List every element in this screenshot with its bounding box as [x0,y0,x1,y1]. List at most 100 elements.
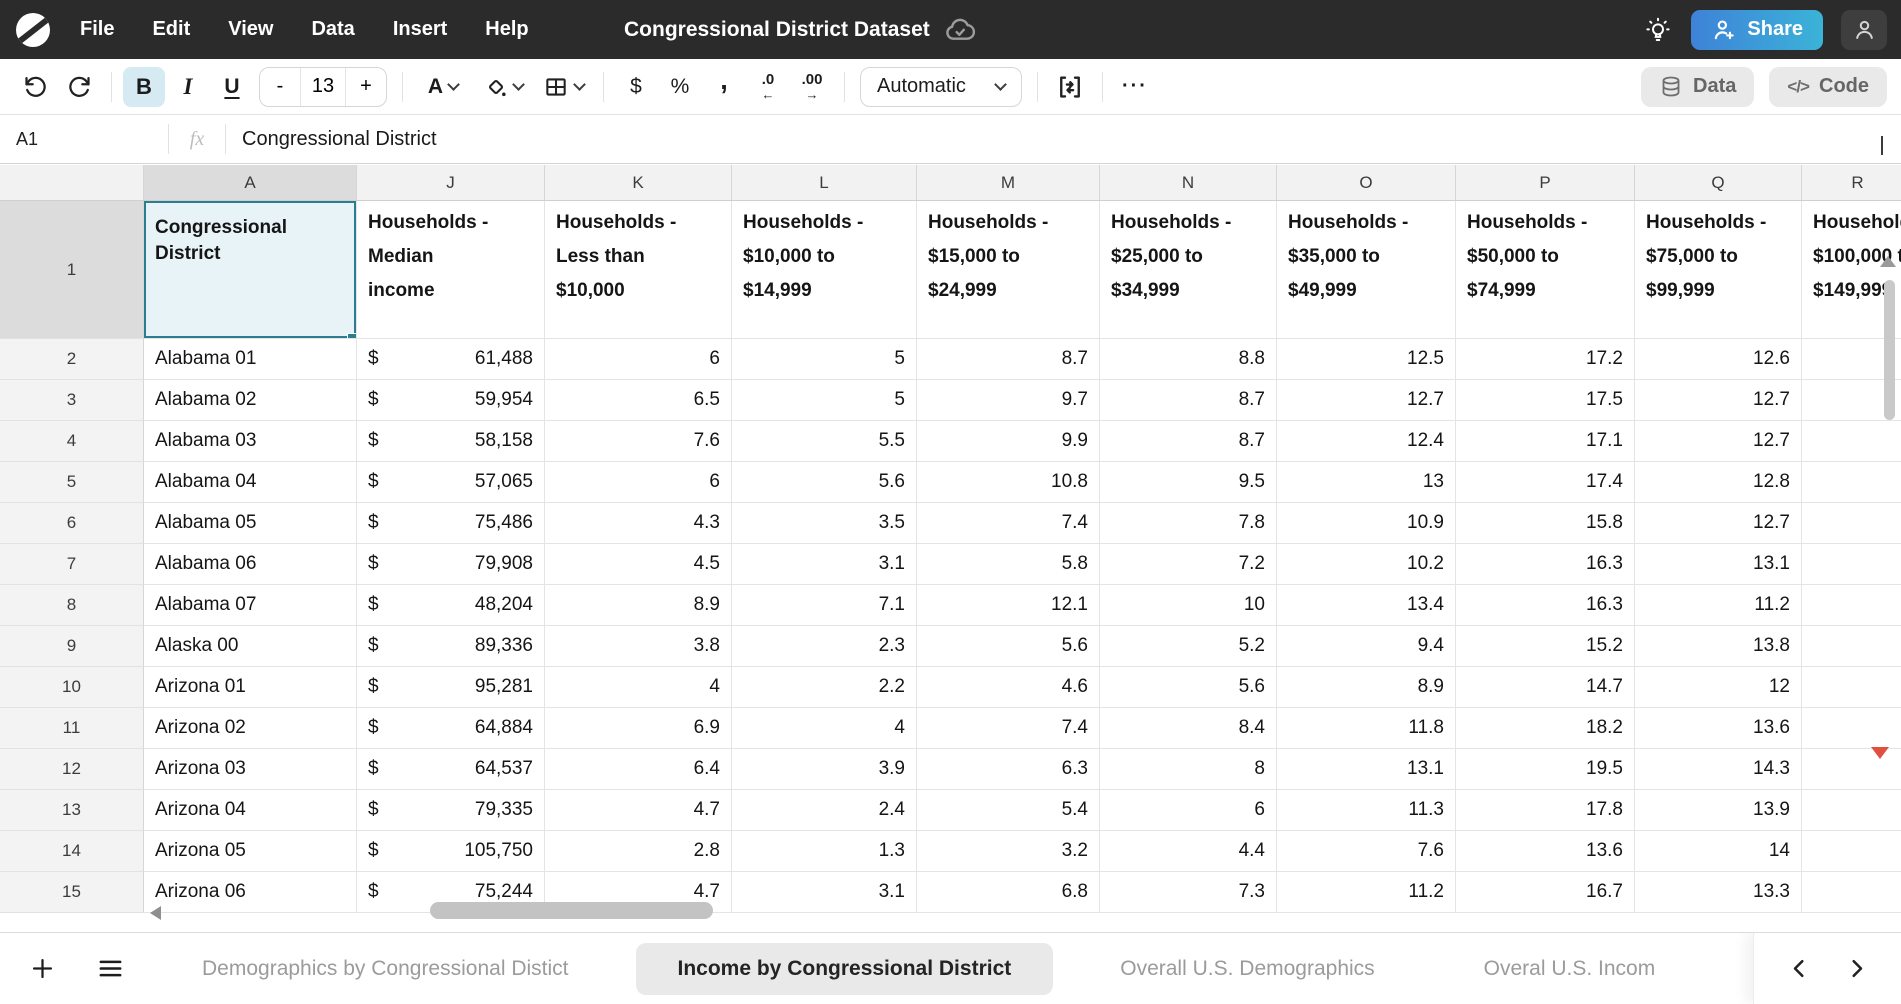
cell-value[interactable]: 17.1 [1456,421,1635,462]
cell-median-income[interactable]: $59,954 [357,380,545,421]
tips-lightbulb-icon[interactable] [1643,15,1673,45]
menu-file[interactable]: File [80,18,115,40]
undo-button[interactable] [14,67,56,107]
cell-value[interactable]: 13.6 [1456,831,1635,872]
cell-district[interactable]: Alabama 05 [144,503,357,544]
row-number-1[interactable]: 1 [0,201,144,339]
cell-district[interactable]: Arizona 02 [144,708,357,749]
cell-value[interactable]: 13 [1277,462,1456,503]
cell-district[interactable]: Arizona 05 [144,831,357,872]
cell-median-income[interactable]: $95,281 [357,667,545,708]
cell-value[interactable]: 16.3 [1456,585,1635,626]
column-header-K[interactable]: K [545,165,732,200]
column-header-Q[interactable]: Q [1635,165,1802,200]
cell-value[interactable]: 15.2 [1456,626,1635,667]
cell-district[interactable]: Alaska 00 [144,626,357,667]
cell-value[interactable]: 12.7 [1277,380,1456,421]
cell-value[interactable]: 12.8 [1635,462,1802,503]
cell-value[interactable]: 2.2 [732,667,917,708]
cell-value[interactable]: 10.9 [1277,503,1456,544]
text-color-button[interactable]: A [414,67,472,107]
cell-district[interactable]: Alabama 07 [144,585,357,626]
cell-value[interactable]: 13.3 [1635,872,1802,913]
cell-value[interactable]: 7.6 [1277,831,1456,872]
cell-district[interactable]: Arizona 03 [144,749,357,790]
row-number-2[interactable]: 2 [0,339,144,380]
cell-value[interactable]: 11.2 [1277,872,1456,913]
cell-value[interactable]: 7.6 [545,421,732,462]
scroll-up-arrow[interactable] [1880,256,1896,267]
cell-value[interactable]: 4.3 [545,503,732,544]
menu-insert[interactable]: Insert [392,18,448,40]
cell-value[interactable]: 5.2 [1100,626,1277,667]
sheet-tab-overall-income[interactable]: Overal U.S. Incom [1483,956,1656,980]
cell-value[interactable]: 14.3 [1635,749,1802,790]
cell-value[interactable]: 4.7 [545,790,732,831]
borders-button[interactable] [534,67,592,107]
row-number-14[interactable]: 14 [0,831,144,872]
cell-value[interactable]: 7.2 [1100,544,1277,585]
cell-value[interactable]: 14.7 [1456,667,1635,708]
cell-value[interactable]: 12.4 [1277,421,1456,462]
number-format-dropdown[interactable]: Automatic [860,66,1022,107]
cell-value[interactable]: 13.4 [1277,585,1456,626]
font-size-increase-button[interactable]: + [360,75,372,97]
cell-value[interactable]: 6 [545,339,732,380]
increase-decimal-button[interactable]: .00 → [801,71,823,102]
cell-value[interactable]: 8.7 [917,339,1100,380]
cell-value[interactable]: 17.5 [1456,380,1635,421]
cell-value[interactable]: 13.8 [1635,626,1802,667]
cell-value[interactable]: 7.1 [732,585,917,626]
cell-value[interactable]: 11.3 [1277,790,1456,831]
cell-empty[interactable] [1802,585,1901,626]
cell-district[interactable]: Alabama 03 [144,421,357,462]
row-number-8[interactable]: 8 [0,585,144,626]
cell-value[interactable]: 12.7 [1635,503,1802,544]
cell-value[interactable]: 6 [545,462,732,503]
cell-value[interactable]: 3.5 [732,503,917,544]
header-cell[interactable]: Households - $25,000 to $34,999 [1100,201,1277,339]
cell-value[interactable]: 6.5 [545,380,732,421]
cell-value[interactable]: 9.7 [917,380,1100,421]
underline-button[interactable]: U [224,74,240,98]
font-size-decrease-button[interactable]: - [276,75,284,97]
menu-view[interactable]: View [228,18,274,40]
row-number-4[interactable]: 4 [0,421,144,462]
cell-value[interactable]: 5 [732,339,917,380]
code-panel-button[interactable]: </> Code [1769,66,1887,107]
cell-district[interactable]: Arizona 01 [144,667,357,708]
scroll-down-indicator[interactable] [1871,747,1889,759]
cell-value[interactable]: 4.5 [545,544,732,585]
cell-district[interactable]: Alabama 02 [144,380,357,421]
cell-value[interactable]: 15.8 [1456,503,1635,544]
decrease-decimal-button[interactable]: .0 ← [761,71,775,102]
cell-median-income[interactable]: $64,884 [357,708,545,749]
cell-value[interactable]: 2.4 [732,790,917,831]
cell-empty[interactable] [1802,626,1901,667]
cell-value[interactable]: 16.7 [1456,872,1635,913]
cell-value[interactable]: 1.3 [732,831,917,872]
cell-median-income[interactable]: $57,065 [357,462,545,503]
cell-value[interactable]: 11.8 [1277,708,1456,749]
header-cell[interactable]: Households - Median income [357,201,545,339]
header-cell[interactable]: Households - $75,000 to $99,999 [1635,201,1802,339]
column-header-M[interactable]: M [917,165,1100,200]
scroll-left-arrow[interactable] [150,906,161,920]
row-number-7[interactable]: 7 [0,544,144,585]
cell-value[interactable]: 13.6 [1635,708,1802,749]
comma-format-button[interactable]: , [720,65,728,95]
cell-median-income[interactable]: $75,486 [357,503,545,544]
cell-value[interactable]: 18.2 [1456,708,1635,749]
cell-empty[interactable] [1802,421,1901,462]
document-title[interactable]: Congressional District Dataset [624,17,930,41]
selected-cell-a1[interactable]: Congressional District [144,201,357,339]
column-header-P[interactable]: P [1456,165,1635,200]
redo-button[interactable] [58,67,100,107]
cell-value[interactable]: 8.9 [545,585,732,626]
cell-value[interactable]: 6.4 [545,749,732,790]
cell-value[interactable]: 9.9 [917,421,1100,462]
row-number-12[interactable]: 12 [0,749,144,790]
cell-value[interactable]: 6.9 [545,708,732,749]
row-number-9[interactable]: 9 [0,626,144,667]
cell-value[interactable]: 3.9 [732,749,917,790]
